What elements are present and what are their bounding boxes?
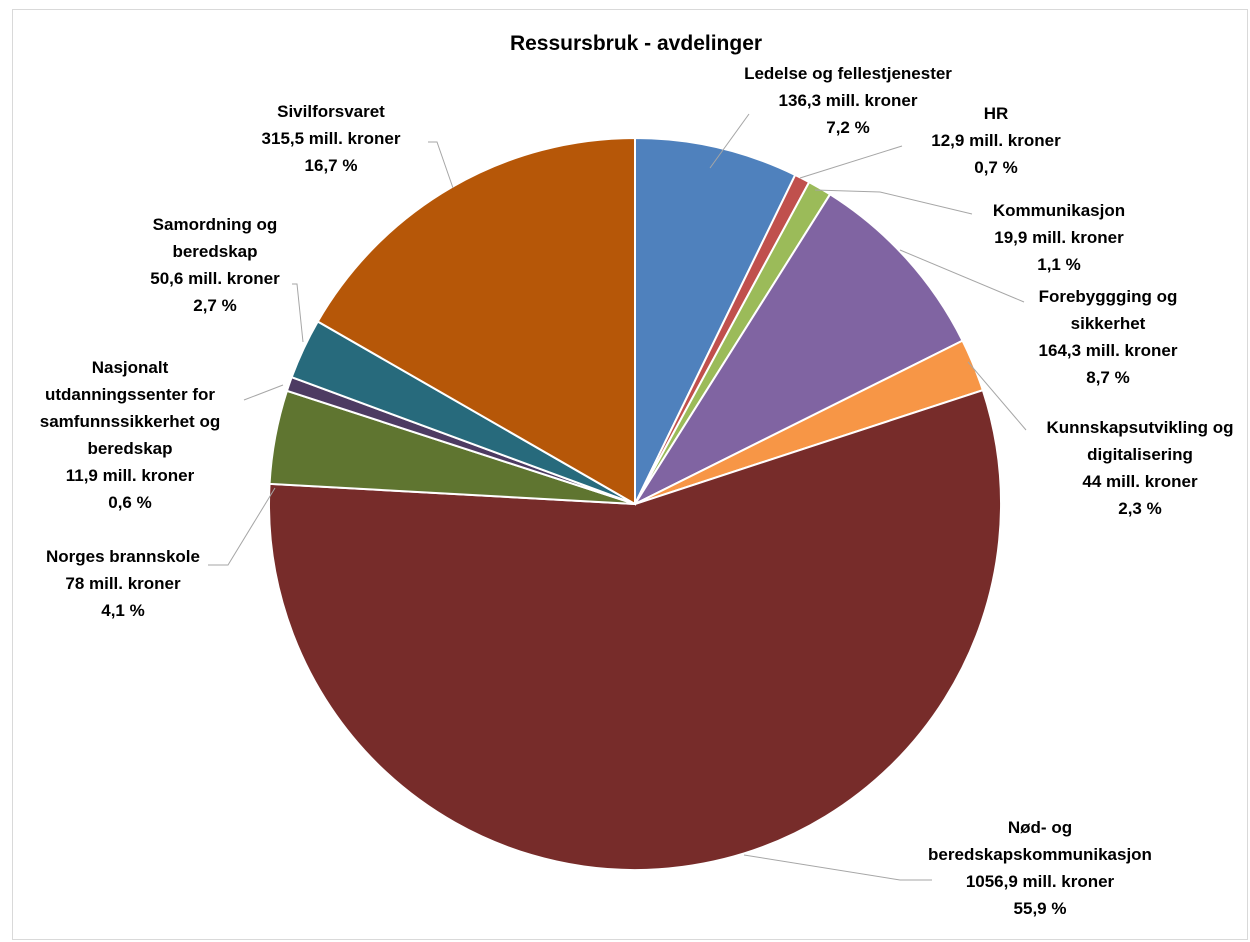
pie-slice bbox=[268, 388, 1002, 871]
leader-line bbox=[428, 141, 454, 189]
data-label-value: 136,3 mill. kroner bbox=[779, 91, 918, 110]
chart-title: Ressursbruk - avdelinger bbox=[510, 32, 762, 55]
data-label-name: digitalisering bbox=[1087, 445, 1193, 464]
data-label-percent: 0,6 % bbox=[108, 493, 151, 512]
leader-lines bbox=[208, 113, 1027, 881]
data-label-name: beredskapskommunikasjon bbox=[928, 845, 1152, 864]
data-label-percent: 16,7 % bbox=[305, 156, 358, 175]
leader-line bbox=[292, 283, 304, 343]
leader-line bbox=[243, 384, 284, 401]
data-label-name: Kunnskapsutvikling og bbox=[1046, 418, 1233, 437]
leader-line bbox=[743, 854, 932, 881]
data-label-name: Nød- og bbox=[1008, 818, 1072, 837]
leader-line bbox=[967, 361, 1027, 431]
leader-line bbox=[814, 189, 973, 215]
data-label-percent: 4,1 % bbox=[101, 601, 144, 620]
data-label-percent: 55,9 % bbox=[1014, 899, 1067, 918]
data-label-name: beredskap bbox=[87, 439, 172, 458]
leader-line bbox=[799, 145, 903, 179]
data-label-name: Forebyggging og bbox=[1039, 287, 1178, 306]
data-label-name: sikkerhet bbox=[1071, 314, 1146, 333]
leader-line bbox=[899, 249, 1025, 303]
leader-line bbox=[709, 113, 750, 169]
data-label-name: Sivilforsvaret bbox=[277, 102, 385, 121]
data-label-value: 315,5 mill. kroner bbox=[262, 129, 401, 148]
data-label-name: beredskap bbox=[172, 242, 257, 261]
pie-slices bbox=[268, 136, 1002, 871]
data-label-value: 78 mill. kroner bbox=[65, 574, 181, 593]
data-label-name: utdanningssenter for bbox=[45, 385, 215, 404]
data-label-value: 12,9 mill. kroner bbox=[931, 131, 1061, 150]
data-label-percent: 8,7 % bbox=[1086, 368, 1129, 387]
data-label-value: 164,3 mill. kroner bbox=[1039, 341, 1178, 360]
data-label-value: 11,9 mill. kroner bbox=[66, 466, 195, 485]
data-label-name: Samordning og bbox=[153, 215, 278, 234]
data-label-percent: 2,7 % bbox=[193, 296, 236, 315]
data-label-name: Kommunikasjon bbox=[993, 201, 1125, 220]
leader-line bbox=[208, 487, 276, 566]
data-labels: Ledelse og fellestjenester 136,3 mill. kr… bbox=[40, 64, 1234, 918]
data-label-value: 19,9 mill. kroner bbox=[994, 228, 1124, 247]
data-label-percent: 7,2 % bbox=[826, 118, 869, 137]
data-label-name: Norges brannskole bbox=[46, 547, 200, 566]
data-label-percent: 1,1 % bbox=[1037, 255, 1080, 274]
data-label-name: samfunnssikkerhet og bbox=[40, 412, 220, 431]
pie-slice bbox=[634, 136, 797, 505]
data-label-name: Ledelse og fellestjenester bbox=[744, 64, 952, 83]
data-label-percent: 0,7 % bbox=[974, 158, 1017, 177]
pie-slice bbox=[316, 136, 636, 506]
data-label-percent: 2,3 % bbox=[1118, 499, 1161, 518]
data-label-name: HR bbox=[984, 104, 1009, 123]
data-label-name: Nasjonalt bbox=[92, 358, 169, 377]
pie-slice bbox=[632, 192, 964, 507]
data-label-value: 50,6 mill. kroner bbox=[150, 269, 280, 288]
data-label-value: 44 mill. kroner bbox=[1082, 472, 1198, 491]
data-label-value: 1056,9 mill. kroner bbox=[966, 872, 1115, 891]
